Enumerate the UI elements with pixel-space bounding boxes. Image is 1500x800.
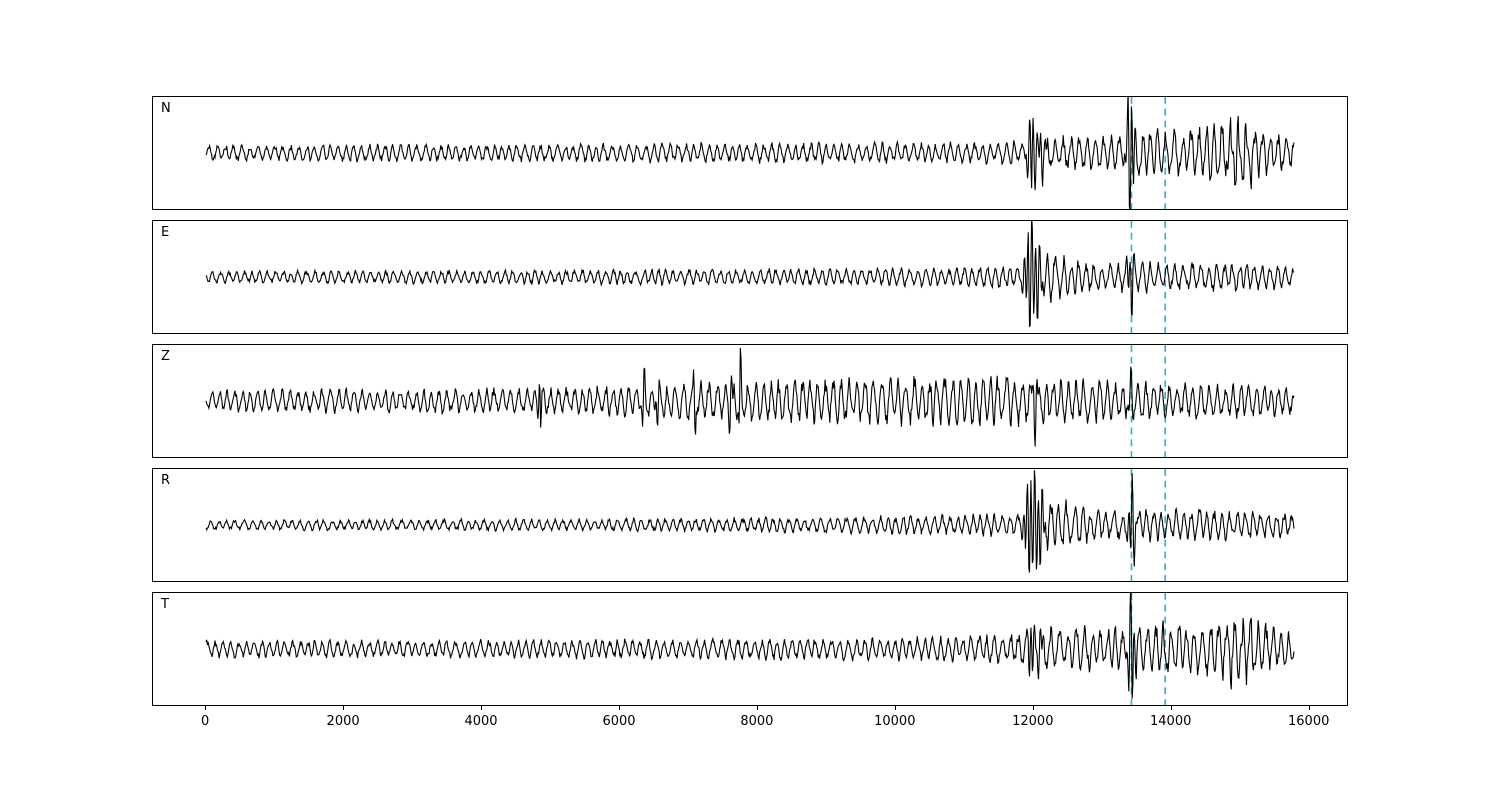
x-axis-tick bbox=[894, 706, 896, 710]
waveform-plot-area bbox=[205, 345, 1295, 457]
x-axis-tick bbox=[343, 706, 345, 710]
x-axis-tick bbox=[1308, 706, 1310, 710]
waveform-panel-R: R bbox=[152, 468, 1348, 582]
seismic-trace-R bbox=[205, 470, 1295, 573]
x-axis-tick-label: 6000 bbox=[602, 714, 636, 729]
channel-label: R bbox=[161, 473, 171, 488]
x-axis-tick bbox=[756, 706, 758, 710]
channel-label: E bbox=[161, 225, 170, 240]
waveform-plot-area bbox=[205, 221, 1295, 333]
waveform-panel-Z: Z bbox=[152, 344, 1348, 458]
x-axis-tick-label: 8000 bbox=[740, 714, 774, 729]
x-axis-tick bbox=[1032, 706, 1034, 710]
x-axis-tick-label: 16000 bbox=[1288, 714, 1330, 729]
waveform-panel-E: E bbox=[152, 220, 1348, 334]
waveform-panel-T: T bbox=[152, 592, 1348, 706]
seismic-trace-E bbox=[205, 221, 1295, 327]
x-axis-tick-label: 14000 bbox=[1150, 714, 1192, 729]
x-axis-tick-label: 0 bbox=[200, 714, 210, 729]
channel-label: N bbox=[161, 101, 171, 116]
seismic-trace-Z bbox=[205, 347, 1295, 447]
seismic-trace-T bbox=[205, 593, 1295, 699]
x-axis-tick bbox=[1170, 706, 1172, 710]
waveform-plot-area bbox=[205, 593, 1295, 705]
waveform-plot-area bbox=[205, 469, 1295, 581]
x-axis-tick bbox=[619, 706, 620, 710]
channel-label: T bbox=[161, 597, 169, 612]
x-axis-tick-label: 4000 bbox=[464, 714, 498, 729]
x-axis-tick-label: 10000 bbox=[874, 714, 916, 729]
channel-label: Z bbox=[161, 349, 170, 364]
x-axis-tick-label: 12000 bbox=[1012, 714, 1054, 729]
waveform-plot-area bbox=[205, 97, 1295, 209]
x-axis-tick bbox=[481, 706, 482, 710]
seismic-trace-N bbox=[205, 97, 1295, 209]
x-axis-tick bbox=[205, 706, 207, 710]
waveform-panel-N: N bbox=[152, 96, 1348, 210]
x-axis-tick-label: 2000 bbox=[326, 714, 360, 729]
